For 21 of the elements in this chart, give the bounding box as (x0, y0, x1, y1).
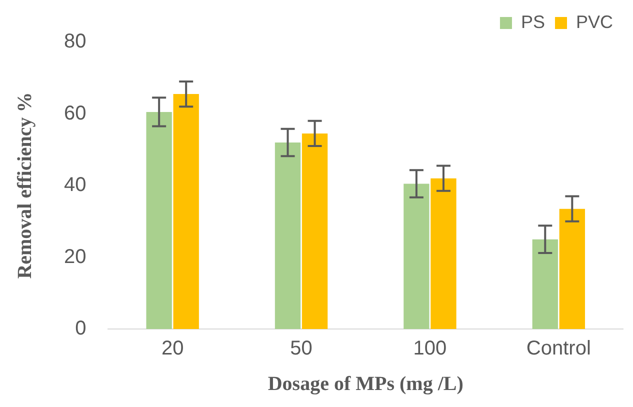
x-tick-label: 20 (161, 338, 184, 360)
bar (532, 239, 558, 329)
x-axis-title: Dosage of MPs (mg /L) (268, 373, 464, 396)
x-tick-label: 50 (290, 338, 312, 360)
x-tick-label: 100 (413, 338, 447, 360)
x-tick-label: Control (526, 338, 591, 360)
y-tick-label: 20 (64, 246, 86, 268)
bar (302, 133, 328, 329)
bar (559, 208, 586, 329)
legend-label: PVC (576, 12, 614, 32)
bar (146, 112, 172, 329)
legend-label: PS (520, 12, 545, 32)
y-tick-label: 40 (64, 174, 86, 196)
bar (274, 142, 301, 329)
y-tick-label: 60 (64, 102, 86, 124)
y-axis-title: Removal efficiency % (14, 92, 36, 279)
bar (430, 178, 456, 329)
y-tick-label: 80 (64, 30, 86, 53)
bar (404, 184, 430, 329)
y-tick-label: 0 (75, 318, 86, 340)
bar (173, 94, 199, 329)
